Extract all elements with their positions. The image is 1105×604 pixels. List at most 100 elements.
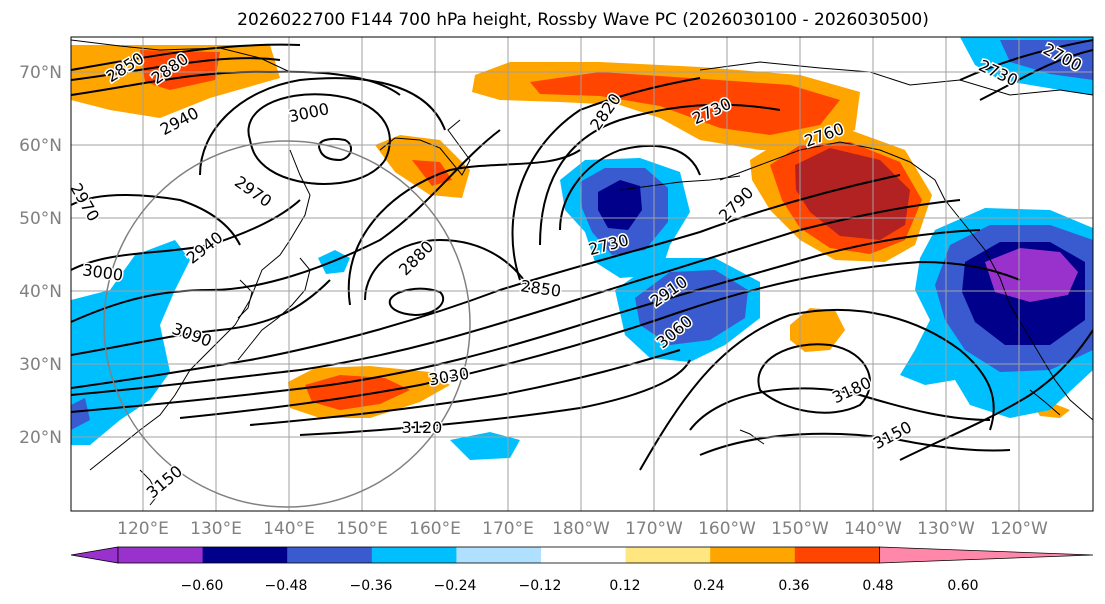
colorbar-swatch [710,547,796,563]
coastline-korea [237,279,253,319]
contour-line [318,137,352,162]
coastline-kamchatka [379,119,471,176]
anomaly-positive-japan-sea-core [412,160,452,186]
anomaly-negative-tropic [450,432,520,460]
anomaly-positive-north-core [530,72,840,135]
lon-label: 170°E [482,519,534,539]
coastline-mexico [1029,389,1061,416]
coastlines [71,39,1093,506]
latitude-labels: 70°N 60°N 50°N 40°N 30°N 20°N [19,63,62,448]
contour-line [199,77,446,176]
contour-line [388,287,445,317]
lon-label: 130°W [917,519,975,539]
anomaly-positive-subtropic [790,308,845,352]
coastline-north-america-west [944,199,1093,421]
colorbar-tick-label: −0.60 [181,578,224,594]
colorbar-tick-label: 0.36 [778,578,809,594]
lat-label: 60°N [19,136,62,156]
colorbar-swatch [202,547,288,563]
colorbar-tick-label: 0.48 [862,578,893,594]
map-frame [70,36,1094,512]
coastline-philippines [139,469,159,506]
anomaly-negative-west-core [71,398,90,430]
contour-line [539,103,781,246]
contour-line [247,93,391,185]
contour-line [699,432,1011,456]
lon-label: 160°W [698,519,756,539]
colorbar-extend-min [70,546,119,564]
anomaly-negative-east-core [985,248,1078,302]
lon-label: 140°W [844,519,902,539]
coastline-aleutians [619,175,741,191]
contour-line [959,39,1093,81]
contour-line [979,49,1093,101]
lon-label: 120°E [117,519,169,539]
colorbar-swatches [70,546,1094,564]
height-contours [71,39,1093,471]
contour-line [71,199,961,396]
colorbar-swatch [625,547,711,563]
figure-title: 2026022700 F144 700 hPa height, Rossby W… [237,10,929,30]
colorbar-tick-label: −0.48 [265,578,308,594]
anomaly-fields [71,37,1093,460]
anomaly-positive-south-core [305,375,410,410]
contour-line [71,174,901,389]
lon-label: 150°W [771,519,829,539]
contour-line [71,194,241,246]
coastline-asia-north [71,39,291,73]
contour-line [757,343,871,414]
contour-line [71,129,501,323]
lat-label: 20°N [19,428,62,448]
colorbar-swatch [794,547,880,563]
graticule [71,37,1093,511]
colorbar-tick-label: −0.12 [519,578,562,594]
longitude-labels: 120°E 130°E 140°E 150°E 160°E 170°E 180°… [117,519,1048,539]
colorbar-swatch [371,547,457,563]
colorbar-swatch [118,547,204,563]
lon-label: 150°E [336,519,388,539]
lon-label: 140°E [263,519,315,539]
colorbar-tick-label: −0.24 [434,578,477,594]
lon-label: 130°E [190,519,242,539]
colorbar-tick-label: 0.24 [693,578,724,594]
anomaly-positive-gulf-alaska-core [795,148,910,240]
contour-line [899,329,1093,461]
colorbar-tick-label: −0.36 [350,578,393,594]
coastline-alaska [719,141,946,201]
contour-line [71,279,331,356]
contour-line [71,229,981,413]
range-circle [103,140,471,508]
lon-label: 180°W [552,519,610,539]
contour-line [347,149,581,306]
lat-label: 50°N [19,209,62,229]
lon-label: 170°W [625,519,683,539]
contour-line [71,57,281,81]
lat-label: 70°N [19,63,62,83]
contour-line [559,144,701,231]
lat-label: 40°N [19,282,62,302]
lon-label: 120°W [990,519,1048,539]
contour-line [71,199,301,271]
colorbar-swatch [287,547,373,563]
lon-label: 160°E [409,519,461,539]
colorbar-extend-max [879,546,1094,564]
contour-line [639,308,995,471]
colorbar-outline [117,546,880,564]
contour-line [299,359,691,436]
coastline-alaska-north [699,61,1093,96]
colorbar-tick-label: 0.12 [609,578,640,594]
lat-label: 30°N [19,355,62,375]
colorbar-tick-label: 0.60 [947,578,978,594]
contour-line [689,387,991,431]
colorbar-swatch [541,547,627,563]
contour-line [364,238,531,301]
colorbar-swatch [456,547,542,563]
contour-label: 3120 [402,418,443,437]
anomaly-negative-ne-core [1000,40,1093,80]
colorbar: −0.60 −0.48 −0.36 −0.24 −0.12 0.12 0.24 … [70,546,1094,594]
coastline-japan [237,257,311,361]
contour-line [71,43,301,71]
contour-line [511,77,701,281]
coastline-asia-east [89,149,311,471]
